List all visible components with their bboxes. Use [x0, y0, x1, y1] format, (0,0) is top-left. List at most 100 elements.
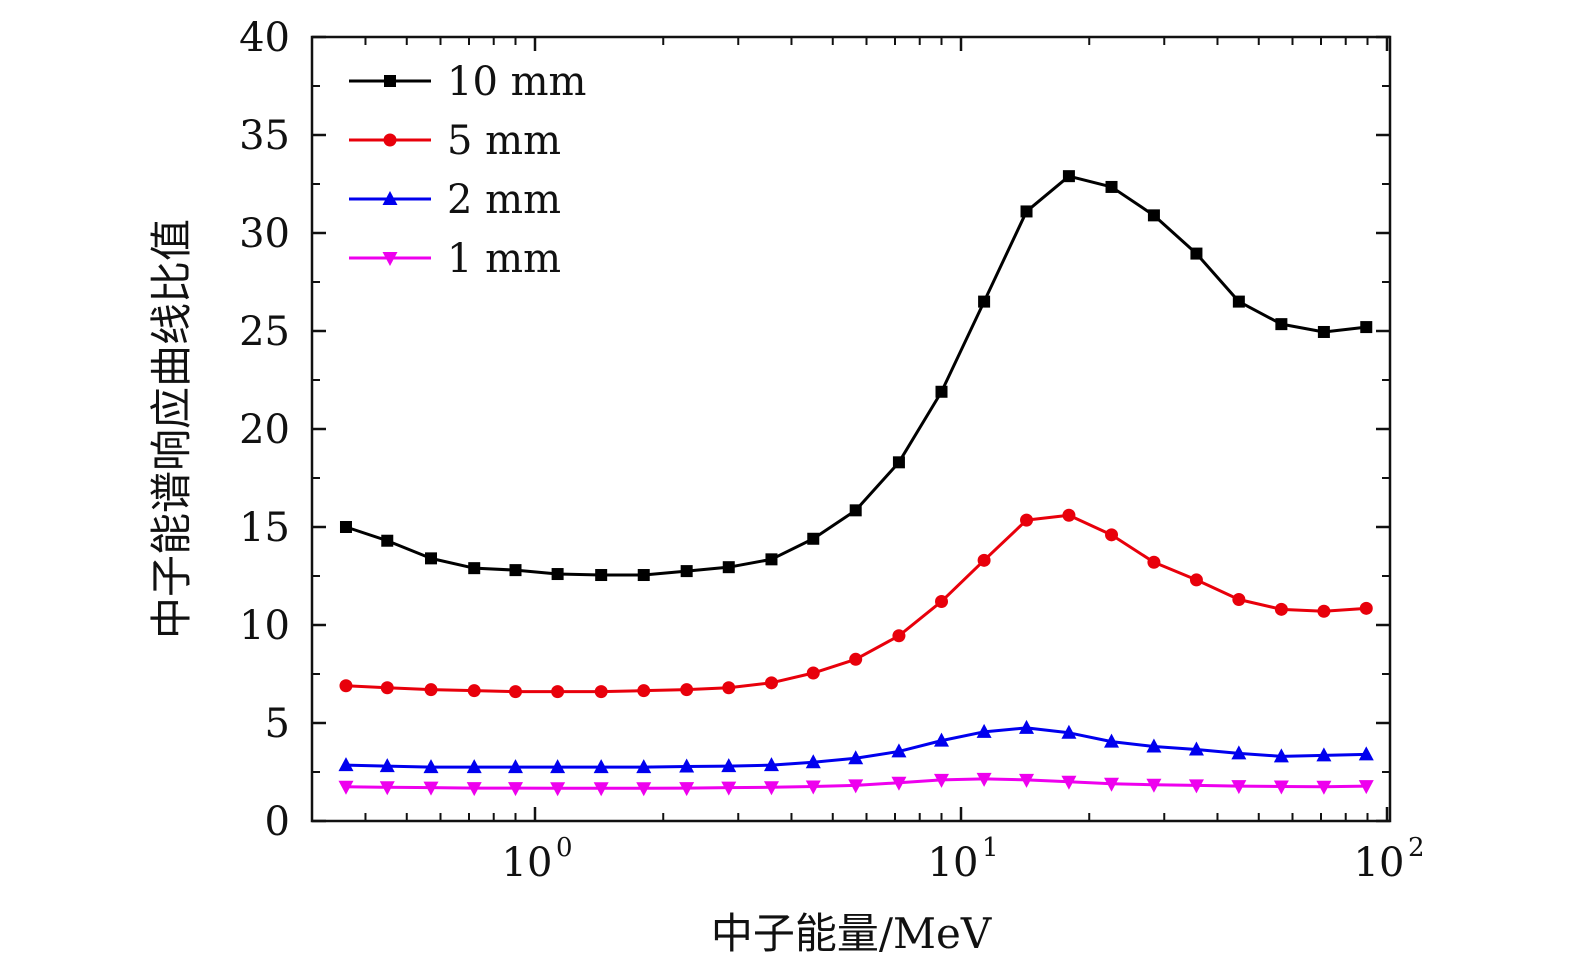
data-point-1mm	[763, 781, 779, 796]
plot-layer	[338, 170, 1374, 797]
data-point-10mm	[680, 565, 693, 578]
data-point-10mm	[339, 521, 352, 533]
data-point-5mm	[935, 594, 949, 608]
data-point-5mm	[1020, 513, 1034, 527]
data-point-10mm	[509, 564, 522, 577]
data-point-5mm	[467, 684, 481, 698]
legend-label-1mm: 1 mm	[447, 236, 561, 282]
legend-label-10mm: 10 mm	[447, 59, 586, 105]
data-point-10mm	[1275, 318, 1288, 331]
data-point-1mm	[508, 782, 524, 797]
x-axis: 10 0 10 1 10 2	[364, 37, 1425, 886]
data-point-5mm	[380, 681, 394, 695]
data-point-2mm	[1316, 747, 1332, 762]
data-point-5mm	[1189, 573, 1203, 587]
data-point-1mm	[721, 781, 737, 796]
data-point-10mm	[1360, 321, 1373, 334]
data-point-1mm	[1358, 780, 1374, 795]
data-point-5mm	[764, 676, 778, 690]
data-point-2mm	[934, 732, 950, 747]
data-point-2mm	[679, 758, 695, 773]
data-point-2mm	[891, 743, 907, 758]
data-point-5mm	[722, 681, 736, 695]
data-point-10mm	[722, 561, 735, 574]
data-point-2mm	[593, 759, 609, 774]
data-point-2mm	[1231, 745, 1247, 760]
data-point-1mm	[636, 782, 652, 797]
data-point-10mm	[1020, 205, 1033, 218]
x-tick-exponent: 2	[1408, 833, 1425, 863]
data-point-5mm	[892, 629, 906, 643]
data-point-10mm	[1105, 180, 1118, 193]
data-point-1mm	[891, 776, 907, 791]
data-point-1mm	[805, 780, 821, 795]
data-point-1mm	[466, 782, 482, 797]
data-point-5mm	[551, 685, 565, 699]
data-point-2mm	[636, 759, 652, 774]
data-point-10mm	[892, 456, 905, 469]
data-point-1mm	[379, 781, 395, 796]
x-tick-label: 10	[502, 840, 553, 886]
y-tick-label: 15	[239, 505, 290, 551]
y-tick-label: 20	[239, 407, 290, 453]
data-point-1mm	[1316, 780, 1332, 795]
data-point-5mm	[424, 683, 438, 697]
data-point-5mm	[806, 666, 820, 680]
data-point-5mm	[637, 684, 651, 698]
data-point-1mm	[1231, 780, 1247, 795]
data-point-10mm	[807, 532, 820, 545]
data-point-1mm	[550, 782, 566, 797]
data-point-2mm	[379, 758, 395, 773]
legend-marker-2mm	[382, 191, 398, 205]
data-point-5mm	[1359, 601, 1373, 615]
y-tick-label: 30	[239, 211, 290, 257]
data-point-1mm	[1019, 773, 1035, 788]
data-point-2mm	[1146, 738, 1162, 753]
x-tick-exponent: 1	[982, 833, 999, 863]
data-point-5mm	[849, 652, 863, 666]
data-point-1mm	[338, 780, 354, 795]
data-point-1mm	[976, 772, 992, 787]
data-point-5mm	[1232, 593, 1246, 607]
data-point-1mm	[679, 782, 695, 797]
legend-label-2mm: 2 mm	[447, 177, 561, 223]
data-point-10mm	[1190, 247, 1203, 260]
data-point-10mm	[595, 569, 608, 582]
data-point-2mm	[848, 750, 864, 765]
data-point-10mm	[765, 553, 778, 566]
data-point-2mm	[976, 723, 992, 738]
data-point-2mm	[721, 758, 737, 773]
x-tick-label: 10	[1354, 840, 1405, 886]
data-point-1mm	[1146, 778, 1162, 793]
data-point-1mm	[1061, 775, 1077, 790]
data-point-5mm	[509, 685, 523, 699]
data-point-2mm	[466, 759, 482, 774]
y-tick-label: 40	[239, 15, 290, 61]
data-point-10mm	[637, 569, 650, 582]
y-axis: 0 5 10 15 20 25 30 35 40	[239, 15, 1390, 845]
data-point-1mm	[1273, 780, 1289, 795]
data-point-2mm	[423, 759, 439, 774]
data-point-1mm	[848, 779, 864, 794]
data-point-10mm	[1062, 170, 1075, 183]
y-tick-label: 35	[239, 113, 290, 159]
data-point-5mm	[594, 685, 608, 699]
data-point-10mm	[468, 562, 481, 575]
y-tick-label: 25	[239, 309, 290, 355]
data-point-1mm	[423, 781, 439, 796]
data-point-1mm	[934, 773, 950, 788]
data-point-10mm	[978, 295, 991, 308]
x-tick-label: 10	[928, 840, 979, 886]
legend-marker-10mm	[384, 75, 396, 87]
data-point-10mm	[551, 568, 564, 581]
data-point-2mm	[805, 754, 821, 769]
data-point-5mm	[1062, 508, 1076, 522]
y-tick-label: 10	[239, 603, 290, 649]
data-point-2mm	[338, 757, 354, 772]
data-point-1mm	[1104, 777, 1120, 792]
legend: 10 mm 5 mm 2 mm 1 mm	[349, 59, 586, 282]
data-point-2mm	[1188, 741, 1204, 756]
data-point-5mm	[1105, 528, 1119, 542]
data-point-5mm	[1147, 555, 1161, 569]
data-point-10mm	[849, 504, 862, 517]
